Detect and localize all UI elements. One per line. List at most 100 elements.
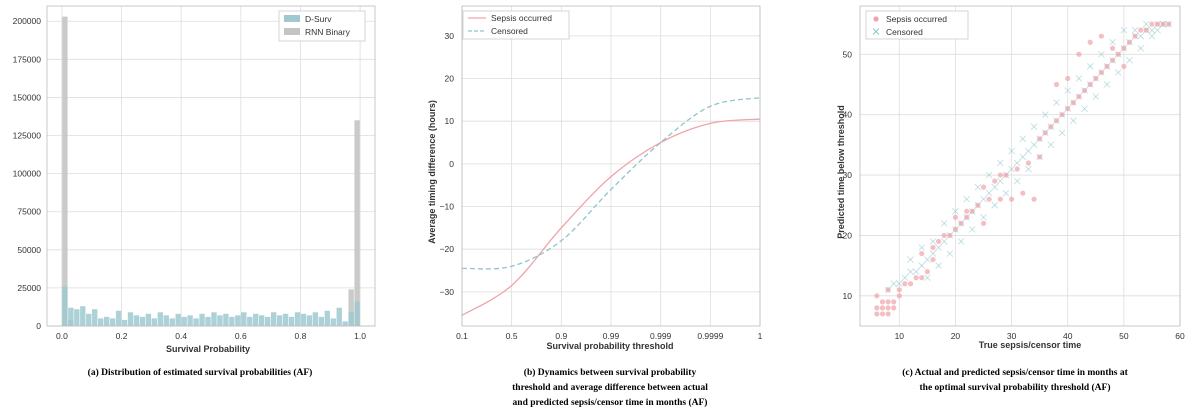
point-sepsis-occurred xyxy=(1025,160,1032,166)
bar-dsurv xyxy=(282,313,289,326)
point-censored xyxy=(1137,44,1145,52)
chart-b-legend: Sepsis occurred Censored xyxy=(462,10,570,40)
point-sepsis-occurred xyxy=(874,293,880,299)
point-sepsis-occurred xyxy=(1093,75,1099,82)
bar-rnn-binary xyxy=(348,289,354,326)
point-sepsis-occurred xyxy=(1132,33,1138,39)
point-sepsis-occurred xyxy=(919,250,925,257)
bar-dsurv xyxy=(354,301,360,326)
plot-area xyxy=(47,6,375,326)
point-sepsis-occurred xyxy=(1076,51,1082,57)
point-sepsis-occurred xyxy=(1037,154,1043,160)
x-tick-label: 0.1 xyxy=(456,331,468,341)
chart-c-legend: Sepsis occurred Censored xyxy=(865,10,969,40)
bar-dsurv xyxy=(247,316,253,326)
x-tick-label: 40 xyxy=(1063,331,1073,341)
chart-c-axes: 10 20 30 40 50 10 20 30 40 50 60 xyxy=(843,5,1185,341)
point-censored xyxy=(924,256,931,263)
x-tick-label: 0.5 xyxy=(506,331,518,341)
chart-c: 10 20 30 40 50 10 20 30 40 50 60 True sepsis/censo… xyxy=(836,5,1185,350)
y-tick-label: 0 xyxy=(36,321,41,331)
y-tick-label: 50000 xyxy=(17,245,41,255)
caption-a: (a) Distribution of estimated survival p… xyxy=(20,366,380,381)
point-sepsis-occurred xyxy=(986,196,992,202)
y-tick-label: 175000 xyxy=(13,54,42,64)
bar-rnn-binary xyxy=(354,120,360,327)
caption-b-line2: threshold and average difference between… xyxy=(512,383,708,393)
point-sepsis-occurred xyxy=(997,172,1003,178)
x-tick-label: 10 xyxy=(895,331,905,341)
legend-censored-label: Censored xyxy=(491,26,528,36)
bar-dsurv xyxy=(92,309,98,326)
point-sepsis-occurred xyxy=(1098,69,1105,76)
point-sepsis-occurred xyxy=(1098,33,1105,39)
point-censored xyxy=(1114,69,1122,76)
point-censored xyxy=(940,238,948,245)
y-tick-label: 200000 xyxy=(13,16,42,26)
bar-dsurv xyxy=(259,315,265,326)
point-sepsis-occurred xyxy=(1104,63,1110,69)
point-censored xyxy=(1154,26,1161,34)
chart-a-axes: 0 25000 50000 75000 100000 125000 150000 175000… xyxy=(13,5,376,341)
legend-box xyxy=(865,10,969,40)
point-sepsis-occurred xyxy=(1053,118,1060,124)
bar-dsurv xyxy=(270,312,277,326)
point-sepsis-occurred xyxy=(1087,39,1093,45)
y-tick-label: 150000 xyxy=(13,92,42,102)
point-sepsis-occurred xyxy=(1059,112,1065,118)
point-censored xyxy=(991,183,999,191)
y-tick-label: 10 xyxy=(843,291,853,301)
point-sepsis-occurred xyxy=(885,311,891,317)
x-tick-label: 0.8 xyxy=(295,331,307,341)
point-censored xyxy=(1008,147,1015,155)
point-sepsis-occurred xyxy=(1020,190,1026,196)
point-censored xyxy=(1070,117,1077,125)
chart-c-xlabel: True sepsis/censor time xyxy=(979,340,1082,350)
point-sepsis-occurred xyxy=(913,275,919,281)
point-censored xyxy=(1098,50,1105,58)
point-sepsis-occurred xyxy=(952,226,959,232)
point-sepsis-occurred xyxy=(1154,21,1161,27)
bar-dsurv xyxy=(139,316,146,326)
point-sepsis-occurred xyxy=(1115,51,1121,57)
point-censored xyxy=(1126,57,1133,64)
plot-frame xyxy=(859,5,1181,327)
point-sepsis-occurred xyxy=(885,287,891,293)
point-sepsis-occurred xyxy=(891,305,897,311)
point-sepsis-occurred xyxy=(896,287,902,293)
y-tick-label: −10 xyxy=(440,202,455,212)
bar-dsurv xyxy=(175,313,181,326)
bar-dsurv xyxy=(336,307,342,326)
x-tick-label: 0.6 xyxy=(235,331,247,341)
point-sepsis-occurred xyxy=(1081,87,1088,94)
bar-dsurv xyxy=(97,318,104,326)
point-censored xyxy=(1025,147,1032,155)
point-sepsis-occurred xyxy=(885,299,891,305)
bar-rnn-binary xyxy=(62,16,68,327)
point-sepsis-occurred xyxy=(874,311,880,317)
point-sepsis-occurred xyxy=(980,220,987,226)
point-sepsis-occurred xyxy=(1042,130,1048,136)
point-censored xyxy=(980,214,987,221)
point-sepsis-occurred xyxy=(879,305,886,311)
chart-b-lines xyxy=(461,97,761,316)
bar-dsurv xyxy=(121,319,128,326)
point-censored xyxy=(918,244,926,251)
bar-dsurv xyxy=(199,313,205,326)
point-censored xyxy=(1002,189,1010,197)
bar-dsurv xyxy=(330,318,336,326)
y-tick-label: −20 xyxy=(440,244,455,254)
x-tick-label: 20 xyxy=(951,331,961,341)
bar-dsurv xyxy=(306,315,313,326)
bar-dsurv xyxy=(241,312,247,326)
x-tick-label: 50 xyxy=(1119,331,1129,341)
point-censored xyxy=(1109,38,1116,46)
chart-a-xlabel: Survival Probability xyxy=(166,344,250,354)
bar-dsurv xyxy=(103,316,110,326)
point-censored xyxy=(1148,26,1156,34)
point-sepsis-occurred xyxy=(924,269,930,275)
point-censored xyxy=(918,262,926,269)
chart-a-legend: D-Surv RNN Binary xyxy=(278,10,366,42)
point-censored xyxy=(963,195,970,203)
caption-a-text: (a) Distribution of estimated survival p… xyxy=(87,368,313,378)
